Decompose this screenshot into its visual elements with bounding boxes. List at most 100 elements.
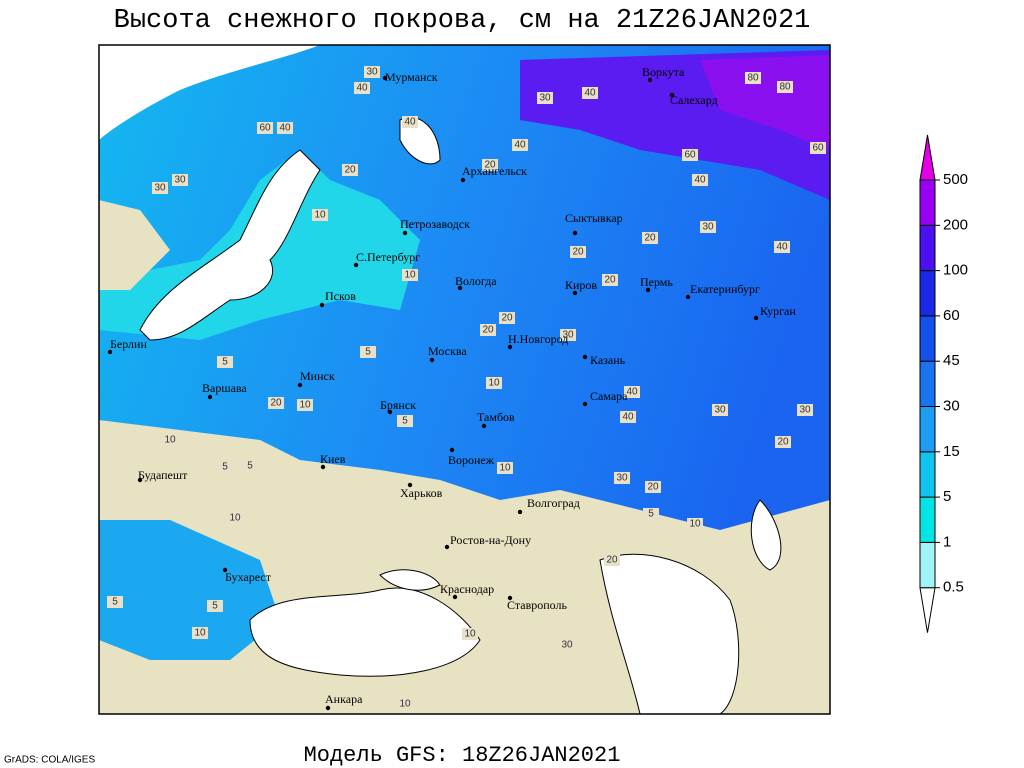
- contour-label: 40: [514, 140, 526, 151]
- colorbar-label: 500: [943, 171, 968, 188]
- contour-label: 40: [622, 412, 634, 423]
- colorbar-box: [919, 179, 936, 226]
- contour-label: 10: [499, 463, 511, 474]
- contour-label: 60: [812, 143, 824, 154]
- city-label: Бухарест: [225, 570, 272, 584]
- city-dot: [753, 315, 759, 321]
- city-dot: [481, 423, 487, 429]
- colorbar-label: 200: [943, 216, 968, 233]
- city-label: Воркута: [642, 65, 685, 79]
- contour-label: 10: [399, 699, 411, 710]
- contour-label-bg: [227, 512, 243, 524]
- city-label: Екатеринбург: [690, 282, 760, 296]
- balkan-snow: [99, 520, 280, 660]
- city-dot: [517, 509, 523, 515]
- footer-credit: GrADS: COLA/IGES: [4, 755, 95, 766]
- contour-label-bg: [482, 159, 498, 171]
- contour-label: 20: [647, 482, 659, 493]
- colorbar-box: [919, 541, 936, 589]
- city-label: Сыктывкар: [565, 211, 623, 225]
- contour-label: 30: [562, 330, 574, 341]
- contour-label: 10: [194, 628, 206, 639]
- contour-label-bg: [486, 377, 502, 389]
- city-dot: [320, 464, 326, 470]
- city-dot: [669, 92, 675, 98]
- city-dot: [647, 77, 653, 83]
- city-dot: [207, 394, 213, 400]
- azov-sea: [379, 569, 441, 591]
- contour-label: 40: [584, 88, 596, 99]
- contour-label-bg: [342, 164, 358, 176]
- city-label: Анкара: [325, 692, 363, 706]
- colorbar-box: [919, 315, 936, 362]
- city-label: Тамбов: [477, 410, 515, 424]
- contour-label-bg: [462, 628, 478, 640]
- city-dot: [685, 294, 691, 300]
- contour-label: 20: [606, 555, 618, 566]
- city-label: Брянск: [380, 398, 416, 412]
- contour-label-bg: [775, 436, 791, 448]
- city-dot: [645, 287, 651, 293]
- contour-label-bg: [643, 508, 659, 520]
- city-label: Н.Новгород: [508, 332, 568, 346]
- contour-label: 10: [464, 629, 476, 640]
- colorbar-high: [919, 134, 936, 181]
- contour-label-bg: [537, 92, 553, 104]
- contour-label: 30: [799, 405, 811, 416]
- colorbar-label: 1: [943, 533, 951, 550]
- contour-label: 10: [314, 210, 326, 221]
- contour-label: 10: [229, 513, 241, 524]
- contour-label: 30: [702, 222, 714, 233]
- contour-label: 40: [626, 387, 638, 398]
- city-dot: [449, 447, 455, 453]
- contour-label: 60: [259, 123, 271, 134]
- colorbar-box: [919, 406, 936, 453]
- colorbar-box: [919, 360, 936, 408]
- contour-label-bg: [570, 246, 586, 258]
- contour-label: 30: [366, 67, 378, 78]
- contour-label-bg: [217, 461, 233, 473]
- contour-label-bg: [397, 415, 413, 427]
- contour-label-bg: [582, 87, 598, 99]
- contour-label-bg: [810, 142, 826, 154]
- contour-label: 30: [539, 93, 551, 104]
- city-dot: [297, 382, 303, 388]
- contour-label-bg: [512, 139, 528, 151]
- city-dot: [582, 401, 588, 407]
- colorbar-box: [919, 451, 936, 498]
- map-frame: [98, 44, 831, 715]
- city-label: Киров: [565, 278, 597, 292]
- contour-label-bg: [645, 481, 661, 493]
- contour-label: 5: [247, 461, 253, 472]
- city-dot: [353, 262, 359, 268]
- city-label: Ставрополь: [507, 598, 567, 612]
- contour-label-bg: [397, 698, 413, 710]
- title: Высота снежного покрова, см на 21Z26JAN2…: [114, 6, 811, 36]
- city-dot: [452, 594, 458, 600]
- footer-model: Модель GFS: 18Z26JAN2021: [304, 743, 621, 768]
- city-label: Пермь: [640, 275, 673, 289]
- city-dot: [387, 409, 393, 415]
- city-dot: [582, 354, 588, 360]
- contour-label: 40: [279, 123, 291, 134]
- city-dot: [572, 230, 578, 236]
- contour-label: 10: [164, 435, 176, 446]
- contour-label-bg: [402, 269, 418, 281]
- contour-label-bg: [107, 596, 123, 608]
- city-dot: [457, 285, 463, 291]
- city-dot: [429, 357, 435, 363]
- contour-label: 20: [572, 247, 584, 258]
- contour-label: 5: [222, 462, 228, 473]
- contour-label: 10: [488, 378, 500, 389]
- north-sea: [99, 45, 320, 140]
- contour-label-bg: [604, 554, 620, 566]
- city-dot: [444, 544, 450, 550]
- contour-label-bg: [797, 404, 813, 416]
- black-sea: [249, 587, 481, 677]
- city-dot: [572, 290, 578, 296]
- city-label: Курган: [760, 304, 796, 318]
- contour-label-bg: [682, 149, 698, 161]
- aral-sea: [750, 499, 782, 571]
